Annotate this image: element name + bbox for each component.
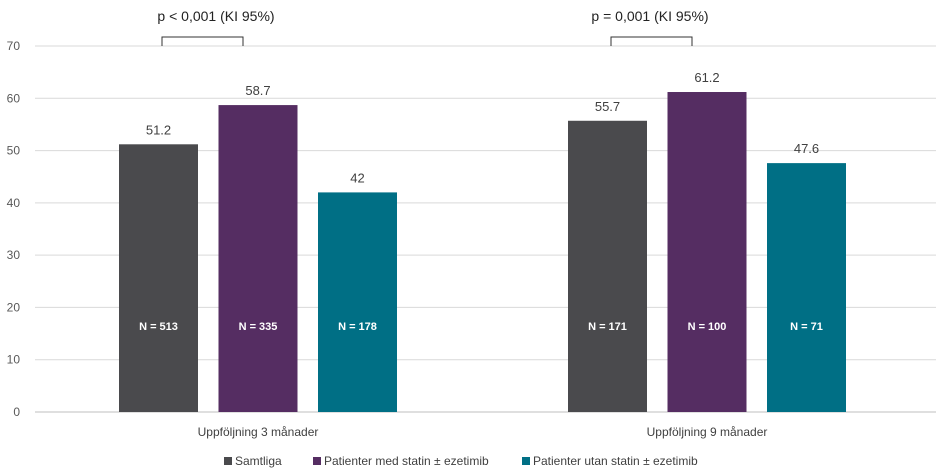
y-tick-label: 50 <box>7 144 21 158</box>
y-tick-label: 70 <box>7 39 21 53</box>
y-tick-label: 0 <box>13 405 20 419</box>
legend-swatch <box>313 457 321 465</box>
value-label: 47.6 <box>794 141 819 156</box>
value-label: 51.2 <box>146 122 171 137</box>
bar <box>767 163 846 412</box>
n-label: N = 171 <box>588 321 627 333</box>
y-tick-label: 60 <box>7 91 21 105</box>
legend-label: Samtliga <box>235 454 282 468</box>
y-tick-label: 20 <box>7 300 21 314</box>
bar <box>667 92 747 413</box>
value-label: 61.2 <box>694 70 719 85</box>
y-tick-label: 10 <box>7 353 21 367</box>
bar <box>119 144 198 412</box>
category-label: Uppföljning 3 månader <box>198 425 319 439</box>
legend-swatch <box>522 457 530 465</box>
legend-swatch <box>224 457 232 465</box>
n-label: N = 100 <box>688 321 727 333</box>
legend-label: Patienter utan statin ± ezetimib <box>533 454 698 468</box>
bar <box>218 105 298 412</box>
y-tick-label: 30 <box>7 248 21 262</box>
significance-bracket <box>610 36 693 46</box>
bar <box>318 192 397 412</box>
legend-label: Patienter med statin ± ezetimib <box>324 454 489 468</box>
value-label: 42 <box>350 170 364 185</box>
value-label: 58.7 <box>245 83 270 98</box>
n-label: N = 178 <box>338 321 377 333</box>
y-tick-label: 40 <box>7 196 21 210</box>
bar <box>568 120 647 413</box>
value-label: 55.7 <box>595 99 620 114</box>
n-label: N = 71 <box>790 321 823 333</box>
category-label: Uppföljning 9 månader <box>647 425 768 439</box>
significance-bracket <box>161 36 244 46</box>
n-label: N = 335 <box>239 321 278 333</box>
p-value-annotation: p = 0,001 (KI 95%) <box>591 8 708 24</box>
n-label: N = 513 <box>139 321 178 333</box>
p-value-annotation: p < 0,001 (KI 95%) <box>157 8 274 24</box>
